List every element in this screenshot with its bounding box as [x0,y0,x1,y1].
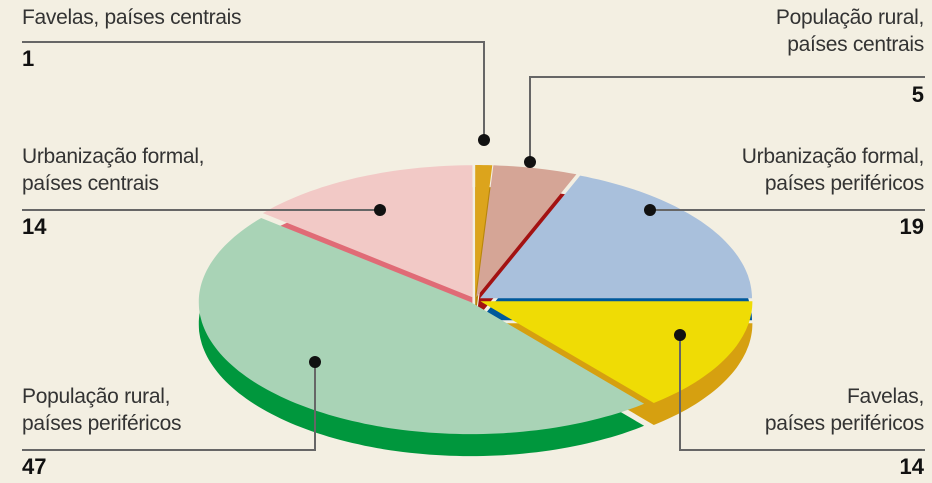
slice-label: Urbanização formal, países centrais [22,145,205,195]
slice-value: 5 [911,82,924,107]
slice-value: 47 [22,454,47,479]
slice-value: 14 [22,214,47,239]
leader-dot [374,204,386,216]
slice-label: População rural, países periféricos [22,385,182,435]
leader-dot [478,134,490,146]
leader-dot [309,356,321,368]
pie-slice [480,301,753,403]
pie-slice [475,165,493,297]
slice-value: 19 [899,214,924,239]
pie-slice [476,165,577,298]
leader-dot [644,204,656,216]
slice-label: Favelas, países centrais [22,6,242,29]
slice-value: 14 [899,454,924,479]
slice-label: Urbanização formal, países periféricos [741,145,925,195]
leader-line [529,76,925,162]
pie-slice [480,175,752,299]
pie-slice [262,165,473,298]
leader-dot [674,329,686,341]
slice-value: 1 [22,46,35,71]
slice-label: Favelas, países periféricos [764,385,924,435]
leader-line [22,362,316,451]
leader-line [22,41,485,140]
pie-slice [198,218,645,435]
leader-line [679,335,925,451]
slice-label: População rural, países centrais [775,6,924,56]
leader-dot [524,156,536,168]
